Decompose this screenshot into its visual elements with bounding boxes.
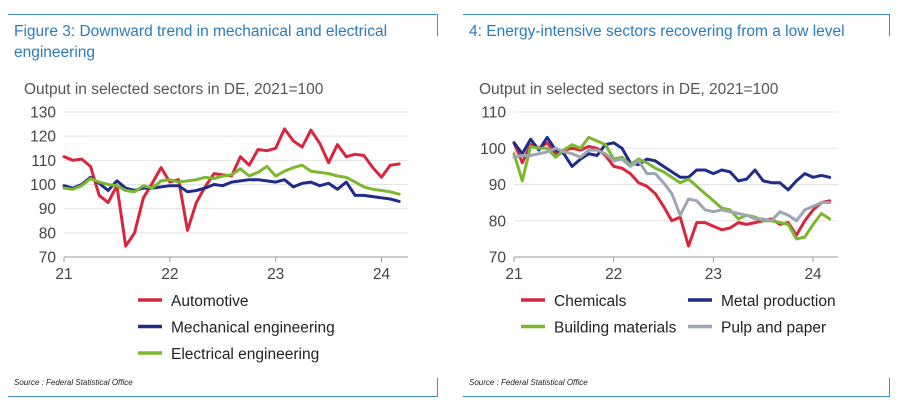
panel-top-corner [437, 14, 438, 36]
panel-bottom-rule [8, 396, 438, 397]
chart-title: 4: Energy-intensive sectors recovering f… [469, 23, 845, 40]
line-chart-energy-intensive: 70 80 90 100 110 21 22 23 24 Chemicals Metal produ… [480, 105, 838, 337]
legend-label-electrical-engineering: Electrical engineering [171, 346, 319, 363]
chart-subtitle: Output in selected sectors in DE, 2021=1… [24, 81, 324, 98]
panel-top-corner [889, 14, 890, 36]
source-note: Source : Federal Statistical Office [14, 378, 133, 387]
panel-bottom-corner [437, 378, 438, 397]
panel-bottom-corner [889, 378, 890, 397]
panel-top-rule [463, 14, 890, 15]
panel-bottom-rule [463, 396, 890, 397]
panel-top-rule [8, 14, 438, 15]
y-tick-label: 70 [489, 250, 507, 267]
x-tick-label: 24 [804, 266, 822, 283]
legend-label-automotive: Automotive [171, 293, 249, 310]
y-tick-label: 90 [39, 201, 57, 218]
y-tick-label: 100 [30, 177, 56, 194]
source-note: Source : Federal Statistical Office [469, 378, 588, 387]
series-line-metal-production [512, 135, 832, 192]
y-tick-label: 110 [31, 153, 56, 170]
series-line-pulp-and-paper [512, 146, 832, 223]
x-tick-label: 21 [55, 266, 72, 283]
x-tick-label: 22 [161, 266, 178, 283]
y-tick-label: 130 [30, 105, 56, 122]
y-tick-label: 110 [481, 105, 506, 122]
x-tick-label: 23 [267, 266, 284, 283]
y-tick-label: 80 [489, 213, 507, 230]
series-line-building-materials [512, 135, 832, 241]
line-chart-manufacturing: 70 80 90 100 110 120 130 21 22 23 24 Automotive Mech… [30, 105, 408, 363]
legend-label-chemicals: Chemicals [554, 293, 627, 310]
x-tick-label: 24 [373, 266, 391, 283]
right-panel: 4: Energy-intensive sectors recovering f… [455, 0, 900, 415]
y-tick-label: 90 [489, 177, 507, 194]
y-tick-label: 120 [30, 129, 56, 146]
legend-label-pulp-and-paper: Pulp and paper [721, 320, 826, 337]
y-tick-label: 100 [480, 141, 506, 158]
y-tick-label: 70 [39, 250, 57, 267]
series-line-electrical-engineering [62, 163, 401, 196]
series-line-mechanical-engineering [62, 175, 401, 203]
left-panel: Figure 3: Downward trend in mechanical a… [0, 0, 448, 415]
y-tick-label: 80 [39, 225, 57, 242]
legend-label-mechanical-engineering: Mechanical engineering [171, 320, 335, 337]
legend-label-building-materials: Building materials [554, 320, 677, 337]
legend-label-metal-production: Metal production [721, 293, 836, 310]
chart-subtitle: Output in selected sectors in DE, 2021=1… [479, 81, 779, 98]
x-tick-label: 22 [605, 266, 622, 283]
x-tick-label: 23 [705, 266, 722, 283]
x-tick-label: 21 [505, 266, 522, 283]
chart-title: Figure 3: Downward trend in mechanical a… [14, 23, 388, 61]
